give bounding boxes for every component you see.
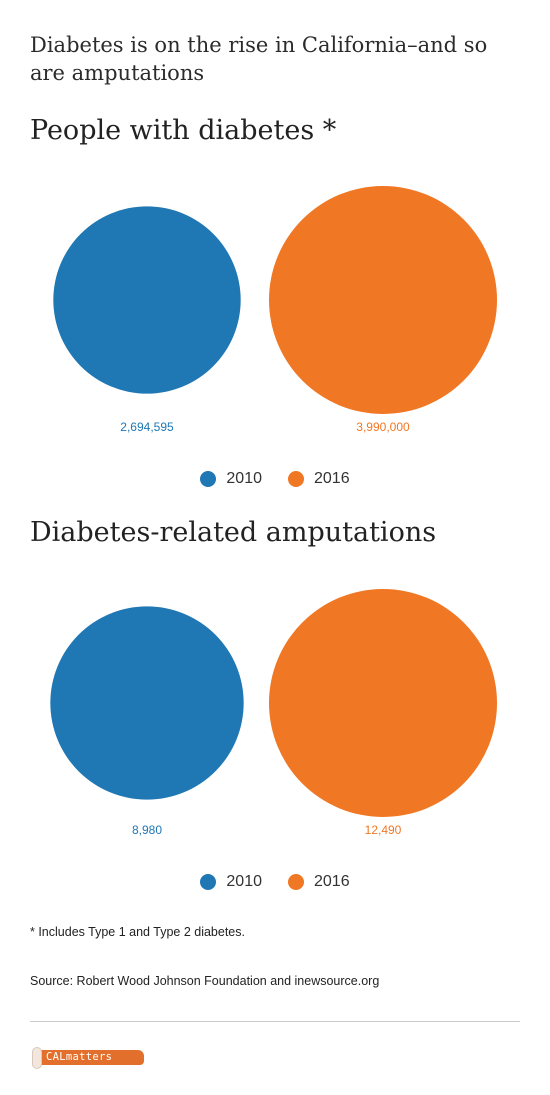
legend-label-2010: 2010 xyxy=(226,873,262,890)
legend-label-2016: 2016 xyxy=(314,873,350,890)
legend-label-2016: 2016 xyxy=(314,470,350,487)
source-note: Source: Robert Wood Johnson Foundation a… xyxy=(30,974,380,988)
value-label-2010: 8,980 xyxy=(132,823,162,837)
legend-swatch-2016 xyxy=(288,471,304,487)
bubble-2016[interactable] xyxy=(269,186,497,414)
legend-entry-2010[interactable]: 2010 xyxy=(200,470,262,488)
calmatters-logo[interactable]: CALmatters xyxy=(32,1046,144,1070)
amputations-bubble-chart: 8,980 12,490 xyxy=(50,589,497,837)
footnote: * Includes Type 1 and Type 2 diabetes. xyxy=(30,925,245,939)
legend-swatch-2016 xyxy=(288,874,304,890)
chart-title-amputations: Diabetes-related amputations xyxy=(30,517,437,548)
people-with-diabetes-bubble-chart: 2,694,595 3,990,000 xyxy=(53,186,497,434)
value-label-2010: 2,694,595 xyxy=(120,420,174,434)
divider xyxy=(30,1021,520,1022)
logo-banner xyxy=(38,1050,144,1065)
legend-people-with-diabetes: 2010 2016 xyxy=(0,469,550,489)
legend-entry-2010[interactable]: 2010 xyxy=(200,873,262,891)
legend-entry-2016[interactable]: 2016 xyxy=(288,470,350,488)
bubble-2016[interactable] xyxy=(269,589,497,817)
chart-title-people-with-diabetes: People with diabetes * xyxy=(30,115,337,146)
bubble-2010[interactable] xyxy=(50,606,244,800)
legend-amputations: 2010 2016 xyxy=(0,872,550,892)
logo-scroll-curl xyxy=(32,1047,42,1069)
value-label-2016: 3,990,000 xyxy=(356,420,410,434)
legend-entry-2016[interactable]: 2016 xyxy=(288,873,350,891)
legend-swatch-2010 xyxy=(200,874,217,890)
legend-swatch-2010 xyxy=(200,471,217,487)
value-label-2016: 12,490 xyxy=(365,823,402,837)
legend-label-2010: 2010 xyxy=(226,470,262,487)
headline: Diabetes is on the rise in California–an… xyxy=(30,33,488,85)
bubble-2010[interactable] xyxy=(53,206,241,394)
logo-text: CALmatters xyxy=(46,1051,113,1063)
